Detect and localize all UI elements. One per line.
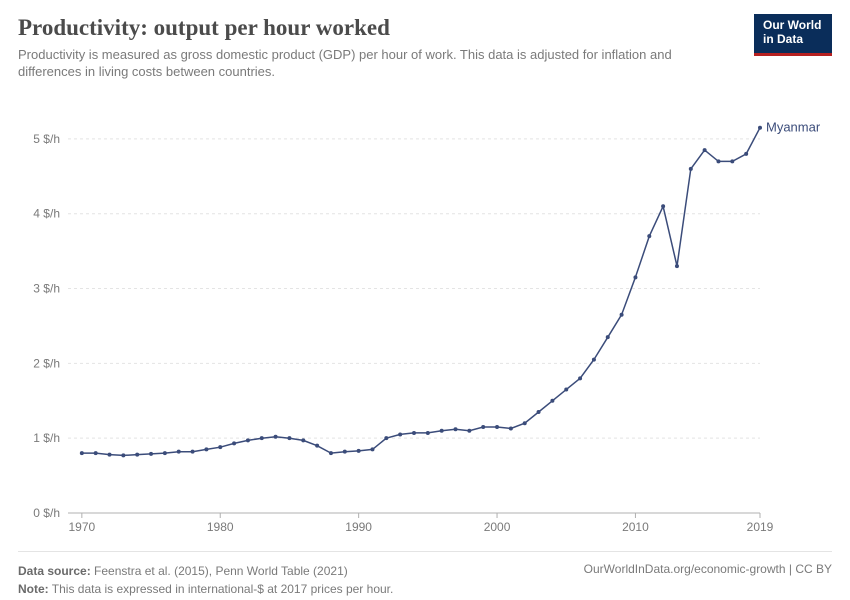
line-chart: 0 $/h 1 $/h 2 $/h 3 $/h 4 $/h 5 $/h 1970 1980 19…	[18, 99, 832, 539]
x-tick-label: 1970	[68, 520, 95, 534]
series-marker	[454, 427, 458, 431]
series-marker	[246, 438, 250, 442]
series-marker	[315, 443, 319, 447]
y-tick-label: 0 $/h	[33, 506, 60, 520]
series-marker	[758, 125, 762, 129]
series-marker	[398, 432, 402, 436]
series-marker	[495, 425, 499, 429]
series-marker	[620, 312, 624, 316]
series-marker	[191, 449, 195, 453]
series-marker	[357, 449, 361, 453]
note-text: This data is expressed in international-…	[52, 582, 394, 596]
series-marker	[537, 410, 541, 414]
logo-line1: Our World	[763, 18, 821, 32]
series-marker	[578, 376, 582, 380]
series-marker	[370, 447, 374, 451]
series-marker	[135, 452, 139, 456]
series-marker	[94, 451, 98, 455]
owid-logo: Our World in Data	[754, 14, 832, 56]
y-tick-label: 2 $/h	[33, 356, 60, 370]
chart-area: 0 $/h 1 $/h 2 $/h 3 $/h 4 $/h 5 $/h 1970 1980 19…	[18, 99, 832, 539]
series-marker	[647, 234, 651, 238]
logo-line2: in Data	[763, 32, 803, 46]
y-tick-label: 1 $/h	[33, 431, 60, 445]
title-block: Productivity: output per hour worked Pro…	[18, 14, 754, 81]
series-marker	[689, 167, 693, 171]
footer-right: OurWorldInData.org/economic-growth | CC …	[584, 562, 832, 598]
series-marker	[204, 447, 208, 451]
series-marker	[177, 449, 181, 453]
y-tick-label: 3 $/h	[33, 281, 60, 295]
series-marker	[606, 335, 610, 339]
source-text: Feenstra et al. (2015), Penn World Table…	[94, 564, 348, 578]
series-marker	[301, 438, 305, 442]
series-marker	[343, 449, 347, 453]
series-marker	[260, 436, 264, 440]
series-line-myanmar	[82, 127, 760, 455]
series-label-myanmar: Myanmar	[766, 119, 821, 134]
series-marker	[523, 421, 527, 425]
note-label: Note:	[18, 582, 49, 596]
series-marker	[564, 387, 568, 391]
series-marker	[467, 428, 471, 432]
series-marker	[550, 398, 554, 402]
series-marker	[232, 441, 236, 445]
y-tick-label: 4 $/h	[33, 206, 60, 220]
series-marker	[80, 451, 84, 455]
series-marker	[412, 431, 416, 435]
x-tick-label: 2010	[622, 520, 649, 534]
series-marker	[108, 452, 112, 456]
x-tick-label: 2019	[747, 520, 774, 534]
footer-left: Data source: Feenstra et al. (2015), Pen…	[18, 562, 393, 598]
source-label: Data source:	[18, 564, 91, 578]
series-marker	[716, 159, 720, 163]
series-marker	[384, 436, 388, 440]
header: Productivity: output per hour worked Pro…	[0, 0, 850, 81]
series-marker	[730, 159, 734, 163]
series-marker	[661, 204, 665, 208]
series-marker	[218, 445, 222, 449]
series-marker	[592, 357, 596, 361]
series-marker	[703, 148, 707, 152]
x-tick-label: 1980	[207, 520, 234, 534]
series-marker	[287, 436, 291, 440]
series-marker	[440, 428, 444, 432]
series-marker	[744, 152, 748, 156]
series-marker	[481, 425, 485, 429]
series-marker	[509, 426, 513, 430]
x-tick-label: 1990	[345, 520, 372, 534]
footer: Data source: Feenstra et al. (2015), Pen…	[18, 551, 832, 598]
series-marker	[149, 452, 153, 456]
page-title: Productivity: output per hour worked	[18, 14, 742, 42]
series-marker	[163, 451, 167, 455]
y-tick-label: 5 $/h	[33, 132, 60, 146]
series-marker	[274, 434, 278, 438]
series-marker	[329, 451, 333, 455]
series-marker	[426, 431, 430, 435]
series-marker	[633, 275, 637, 279]
series-marker	[675, 264, 679, 268]
series-marker	[121, 453, 125, 457]
x-tick-label: 2000	[484, 520, 511, 534]
page-subtitle: Productivity is measured as gross domest…	[18, 46, 698, 81]
